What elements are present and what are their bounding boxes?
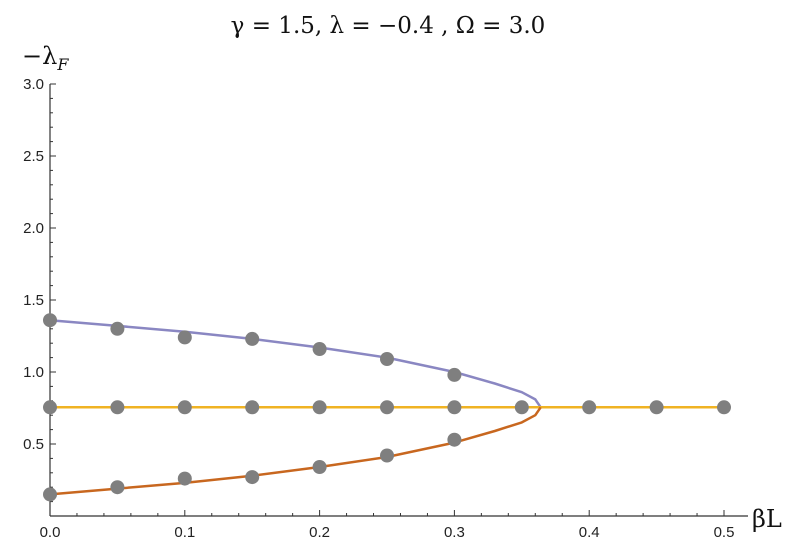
x-tick-label: 0.3 bbox=[444, 524, 465, 541]
data-point bbox=[245, 400, 260, 415]
data-point bbox=[110, 400, 125, 415]
data-point bbox=[312, 342, 327, 356]
data-point bbox=[43, 313, 57, 328]
data-point bbox=[380, 352, 394, 366]
tick-labels: 0.0 0.1 0.2 0.3 0.4 0.5 0.5 1.0 1.5 2.0 2.5 3.0 bbox=[23, 76, 734, 541]
y-tick-label: 0.5 bbox=[23, 436, 44, 453]
x-axis-label: βL bbox=[752, 505, 782, 533]
y-tick-label: 2.0 bbox=[23, 220, 44, 237]
series-line-1 bbox=[49, 318, 542, 409]
y-tick-label: 1.5 bbox=[23, 292, 44, 309]
data-point bbox=[312, 460, 327, 474]
series-line-3 bbox=[49, 406, 542, 496]
data-point bbox=[177, 471, 192, 486]
x-tick-label: 0.1 bbox=[174, 524, 195, 541]
data-point bbox=[649, 400, 664, 415]
chart-title: γ = 1.5, λ = −0.4 , Ω = 3.0 bbox=[231, 13, 546, 39]
data-point bbox=[110, 480, 125, 495]
x-tick-label: 0.0 bbox=[40, 524, 61, 541]
data-point bbox=[582, 400, 597, 415]
data-point bbox=[312, 400, 327, 415]
x-tick-label: 0.2 bbox=[309, 524, 330, 541]
y-tick-label: 2.5 bbox=[23, 148, 44, 165]
data-point bbox=[447, 400, 462, 415]
data-point bbox=[380, 400, 394, 415]
data-point bbox=[110, 321, 125, 336]
y-tick-label: 3.0 bbox=[23, 76, 44, 93]
data-point bbox=[245, 331, 260, 346]
axes bbox=[49, 83, 748, 517]
data-point bbox=[43, 487, 57, 502]
data-point bbox=[177, 330, 192, 345]
data-point bbox=[245, 470, 260, 485]
y-axis-label: −λF bbox=[22, 42, 69, 74]
x-tick-label: 0.5 bbox=[714, 524, 735, 541]
y-tick-label: 1.0 bbox=[23, 364, 44, 381]
data-point bbox=[43, 400, 57, 415]
points bbox=[43, 313, 731, 502]
data-point bbox=[380, 448, 394, 463]
data-point bbox=[717, 400, 731, 415]
x-tick-label: 0.4 bbox=[579, 524, 600, 541]
data-point bbox=[514, 400, 529, 415]
data-point bbox=[447, 367, 462, 382]
data-point bbox=[177, 400, 192, 415]
y-axis-label-subscript: F bbox=[56, 55, 69, 74]
data-point bbox=[447, 432, 462, 447]
